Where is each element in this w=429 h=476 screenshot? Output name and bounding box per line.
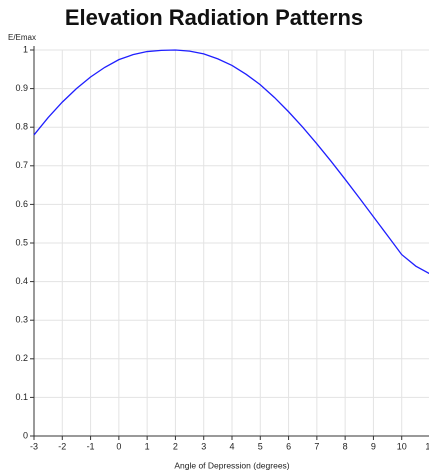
x-tick-label: 6 (286, 441, 291, 451)
x-tick-label: 0 (116, 441, 121, 451)
x-tick-label: 11 (425, 441, 429, 451)
y-tick-label: 0.5 (15, 237, 28, 247)
y-tick-label: 0.7 (15, 160, 28, 170)
x-axis-label: Angle of Depression (degrees) (174, 460, 289, 470)
x-tick-label: 3 (201, 441, 206, 451)
y-tick-label: 0.6 (15, 199, 28, 209)
y-tick-label: 0.2 (15, 353, 28, 363)
y-tick-label: 0.1 (15, 392, 28, 402)
x-tick-label: -3 (30, 441, 38, 451)
x-tick-label: 5 (258, 441, 263, 451)
x-tick-label: -2 (58, 441, 66, 451)
chart-title: Elevation Radiation Patterns (65, 5, 363, 30)
x-tick-label: 1 (145, 441, 150, 451)
x-tick-label: 8 (343, 441, 348, 451)
x-tick-label: 7 (314, 441, 319, 451)
y-tick-label: 0.8 (15, 122, 28, 132)
y-tick-label: 0.4 (15, 276, 28, 286)
x-tick-label: 9 (371, 441, 376, 451)
x-tick-label: -1 (87, 441, 95, 451)
y-tick-label: 1 (23, 44, 28, 54)
y-tick-label: 0.9 (15, 83, 28, 93)
y-tick-label: 0.3 (15, 315, 28, 325)
y-tick-label: 0 (23, 430, 28, 440)
x-tick-label: 10 (397, 441, 407, 451)
line-series (33, 49, 429, 275)
x-tick-label: 4 (229, 441, 234, 451)
x-tick-label: 2 (173, 441, 178, 451)
y-axis-label: E/Emax (8, 33, 36, 42)
